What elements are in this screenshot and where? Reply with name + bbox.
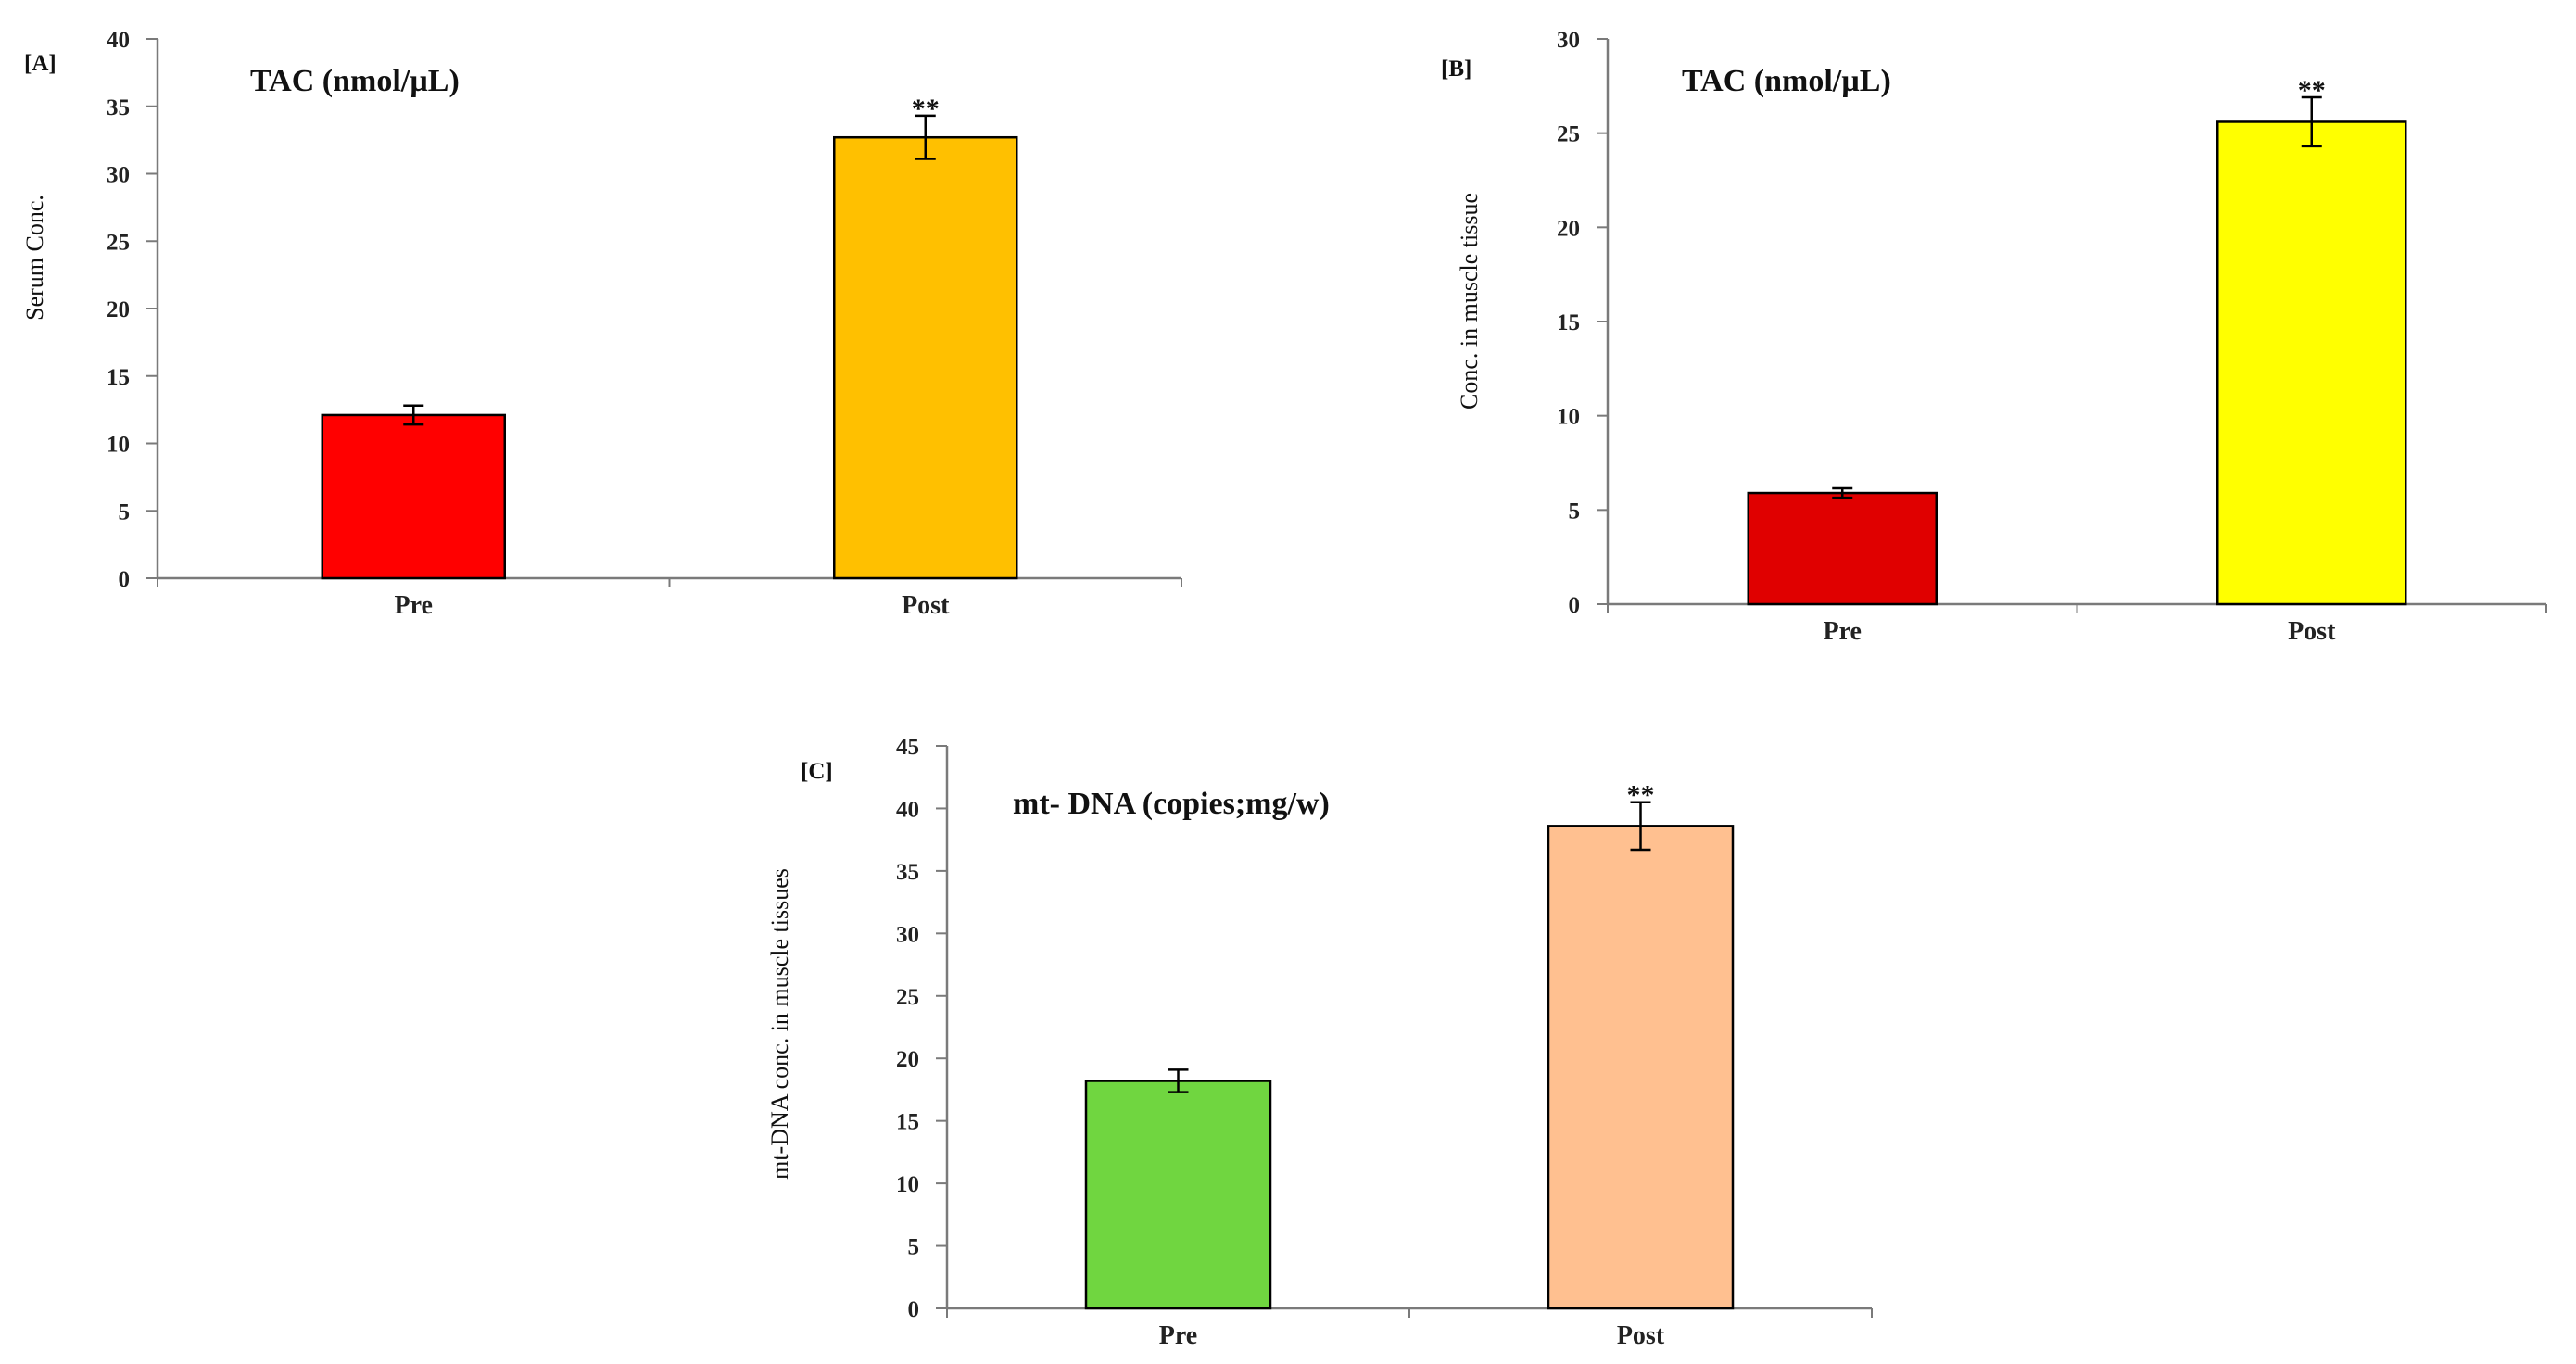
panel-c-y-tick-label: 5: [908, 1235, 920, 1260]
panel-c-y-axis-title: mt-DNA conc. in muscle tissues: [766, 868, 793, 1180]
panel-a-error-bar-post: [915, 114, 936, 160]
panel-b-y-tick-label: 25: [1557, 122, 1580, 147]
panel-a-tag: [A]: [24, 51, 57, 76]
panel-a-significance-post: **: [912, 94, 940, 124]
panel-c-tag: [C]: [801, 759, 833, 784]
panel-b-x-tick-label-pre: Pre: [1824, 617, 1862, 646]
panel-c-error-bar-post: [1630, 801, 1651, 852]
panel-b-significance-post: **: [2298, 75, 2326, 106]
panel-a-y-tick-label: 15: [107, 365, 130, 390]
panel-a-x-tick-label-post: Post: [902, 591, 950, 620]
panel-a-y-tick-label: 25: [107, 230, 130, 255]
panel-a-y-tick-label: 35: [107, 95, 130, 120]
panel-c: [C] mt- DNA (copies;mg/w) mt-DNA conc. i…: [766, 735, 1873, 1350]
panel-c-y-tick-label: 15: [896, 1110, 919, 1135]
panel-b-tag: [B]: [1441, 57, 1471, 82]
panel-c-error-bar-pre: [1168, 1068, 1189, 1093]
panel-b-error-bar-post: [2301, 95, 2322, 148]
panel-a-y-tick-label: 20: [107, 297, 130, 322]
panel-a-bar-post: [833, 135, 1018, 580]
panel-c-y-tick-label: 0: [908, 1297, 920, 1322]
panel-c-title: mt- DNA (copies;mg/w): [1013, 787, 1330, 821]
panel-c-y-tick-label: 35: [896, 860, 919, 885]
panel-a-y-tick-label: 30: [107, 163, 130, 188]
panel-c-y-tick-label: 40: [896, 797, 919, 822]
panel-a-bar-pre: [321, 413, 506, 580]
panel-b-y-tick-label: 10: [1557, 405, 1580, 430]
panel-b-bar-post: [2216, 120, 2407, 606]
panel-b: [B] TAC (nmol/µL) Conc. in muscle tissue…: [1441, 28, 2547, 646]
panel-c-y-tick-label: 10: [896, 1172, 919, 1197]
panel-c-x-tick-label-post: Post: [1617, 1321, 1665, 1350]
panel-c-bar-pre: [1084, 1080, 1272, 1310]
panel-b-y-tick-label: 20: [1557, 216, 1580, 241]
panel-b-bar-pre: [1747, 491, 1938, 606]
panel-c-significance-post: **: [1627, 780, 1655, 811]
panel-a-y-tick-label: 0: [119, 567, 131, 592]
panel-a-y-axis-title: Serum Conc.: [21, 195, 48, 321]
panel-a-x-tick-label-pre: Pre: [395, 591, 433, 620]
panel-c-y-tick-label: 45: [896, 735, 919, 760]
panel-b-x-tick-label-post: Post: [2288, 617, 2336, 646]
panel-a: [A] TAC (nmol/µL) Serum Conc. 0 5 10 15 20 25…: [21, 28, 1182, 620]
panel-a-marks: 0 5 10 15 20 25 30 35 40 Pre ** Post: [107, 28, 1182, 620]
panel-a-title: TAC (nmol/µL): [250, 64, 460, 98]
panel-c-y-tick-label: 30: [896, 922, 919, 947]
panel-a-y-tick-label: 5: [119, 499, 131, 524]
panel-c-bar-post: [1547, 825, 1735, 1310]
panel-b-error-bar-pre: [1832, 486, 1853, 499]
panel-b-y-tick-label: 30: [1557, 28, 1580, 53]
panel-b-y-tick-label: 15: [1557, 310, 1580, 335]
panel-b-marks: 0 5 10 15 20 25 30 Pre ** Post: [1557, 28, 2547, 646]
panel-a-y-tick-label: 40: [107, 28, 130, 53]
panel-b-title: TAC (nmol/µL): [1682, 64, 1891, 98]
panel-b-y-tick-label: 0: [1569, 593, 1581, 618]
panel-b-y-axis-title: Conc. in muscle tissue: [1456, 193, 1483, 410]
panel-c-y-tick-label: 25: [896, 985, 919, 1010]
panel-a-error-bar-pre: [403, 404, 424, 426]
panel-b-y-tick-label: 5: [1569, 499, 1581, 524]
panel-c-y-tick-label: 20: [896, 1047, 919, 1072]
panel-a-y-tick-label: 10: [107, 433, 130, 458]
panel-c-x-tick-label-pre: Pre: [1159, 1321, 1197, 1350]
panel-c-marks: 0 5 10 15 20 25 30 35 40 45 Pre ** Post: [896, 735, 1873, 1350]
